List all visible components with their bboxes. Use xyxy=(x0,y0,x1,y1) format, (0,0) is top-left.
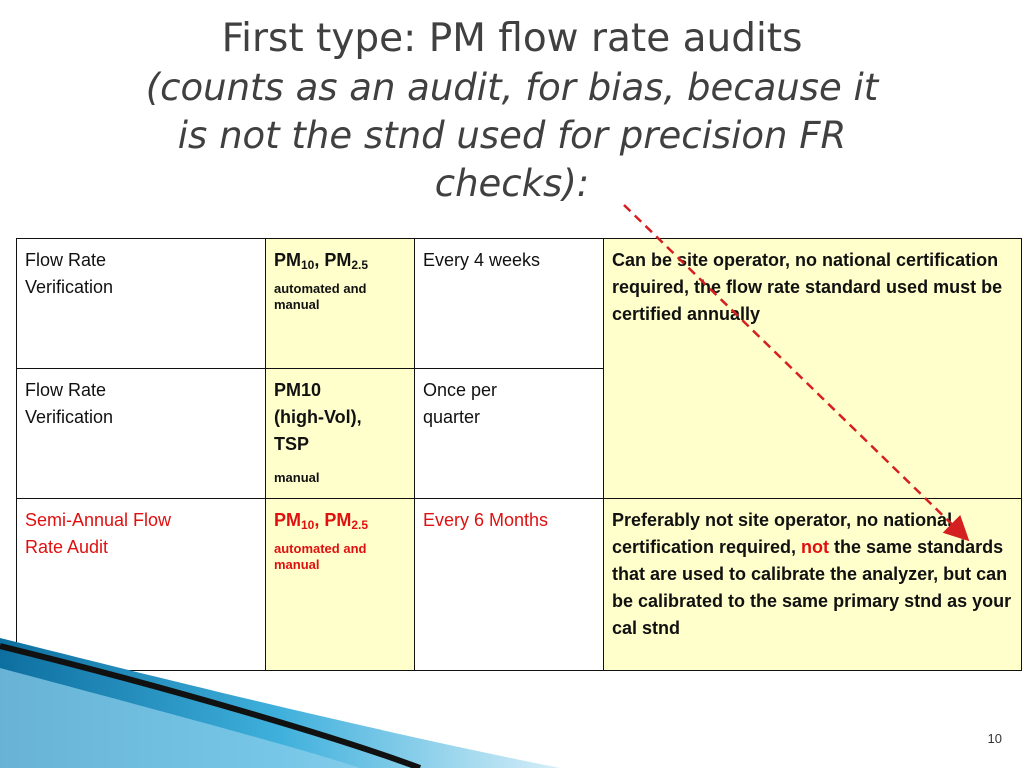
row2-frequency-cell: Once per quarter xyxy=(414,368,604,499)
row2-type-cell: Flow Rate Verification xyxy=(16,368,266,499)
row1-pm-label: PM10, PM2.5 xyxy=(274,250,369,272)
row1-note-cell: Can be site operator, no national certif… xyxy=(603,238,1022,499)
row3-frequency: Every 6 Months xyxy=(423,510,549,530)
row2-mode: manual xyxy=(274,470,320,485)
row3-type-line1: Semi-Annual Flow xyxy=(25,510,172,530)
row1-frequency: Every 4 weeks xyxy=(423,250,541,270)
table-row: Flow Rate Verification PM10 (high-Vol), … xyxy=(16,368,1022,499)
audit-table: Flow Rate Verification PM10, PM2.5 autom… xyxy=(16,238,1022,671)
row2-pm-cell: PM10 (high-Vol), TSP manual xyxy=(265,368,415,499)
table-row: Flow Rate Verification PM10, PM2.5 autom… xyxy=(16,238,1022,499)
title-sub-line1: (counts as an audit, for bias, because i… xyxy=(145,66,879,109)
title-sub-line3: checks): xyxy=(434,162,590,205)
row2-type-line1: Flow Rate xyxy=(25,380,107,400)
row3-pm-cell: PM10, PM2.5 automated and manual xyxy=(265,498,415,671)
row1-frequency-cell: Every 4 weeks xyxy=(414,238,604,369)
row1-mode: automated and manual xyxy=(274,281,367,312)
row1-pm-cell: PM10, PM2.5 automated and manual xyxy=(265,238,415,369)
row2-frequency-line2: quarter xyxy=(423,407,481,427)
row2-pm-line1: PM10 xyxy=(274,380,322,400)
row3-note-cell: Preferably not site operator, no nationa… xyxy=(603,498,1022,671)
row1-type-line2: Verification xyxy=(25,277,114,297)
slide-number: 10 xyxy=(987,731,1002,746)
row3-frequency-cell: Every 6 Months xyxy=(414,498,604,671)
row2-pm-line3: TSP xyxy=(274,434,310,454)
decorative-wave-icon xyxy=(0,638,560,768)
row2-frequency-line1: Once per xyxy=(423,380,498,400)
row2-type-line2: Verification xyxy=(25,407,114,427)
title-main: First type: PM flow rate audits xyxy=(221,16,803,61)
row3-mode: automated and manual xyxy=(274,541,367,572)
row3-note: Preferably not site operator, no nationa… xyxy=(612,510,1012,638)
title-sub-line2: is not the stnd used for precision FR xyxy=(177,114,847,157)
row3-pm-label: PM10, PM2.5 xyxy=(274,510,369,532)
row1-type-cell: Flow Rate Verification xyxy=(16,238,266,369)
row3-note-highlight: not xyxy=(801,537,830,557)
row1-note: Can be site operator, no national certif… xyxy=(612,250,1003,324)
row3-type-line2: Rate Audit xyxy=(25,537,109,557)
row2-pm-line2: (high-Vol), xyxy=(274,407,362,427)
row1-type-line1: Flow Rate xyxy=(25,250,107,270)
slide-title: First type: PM flow rate audits (counts … xyxy=(40,14,984,208)
